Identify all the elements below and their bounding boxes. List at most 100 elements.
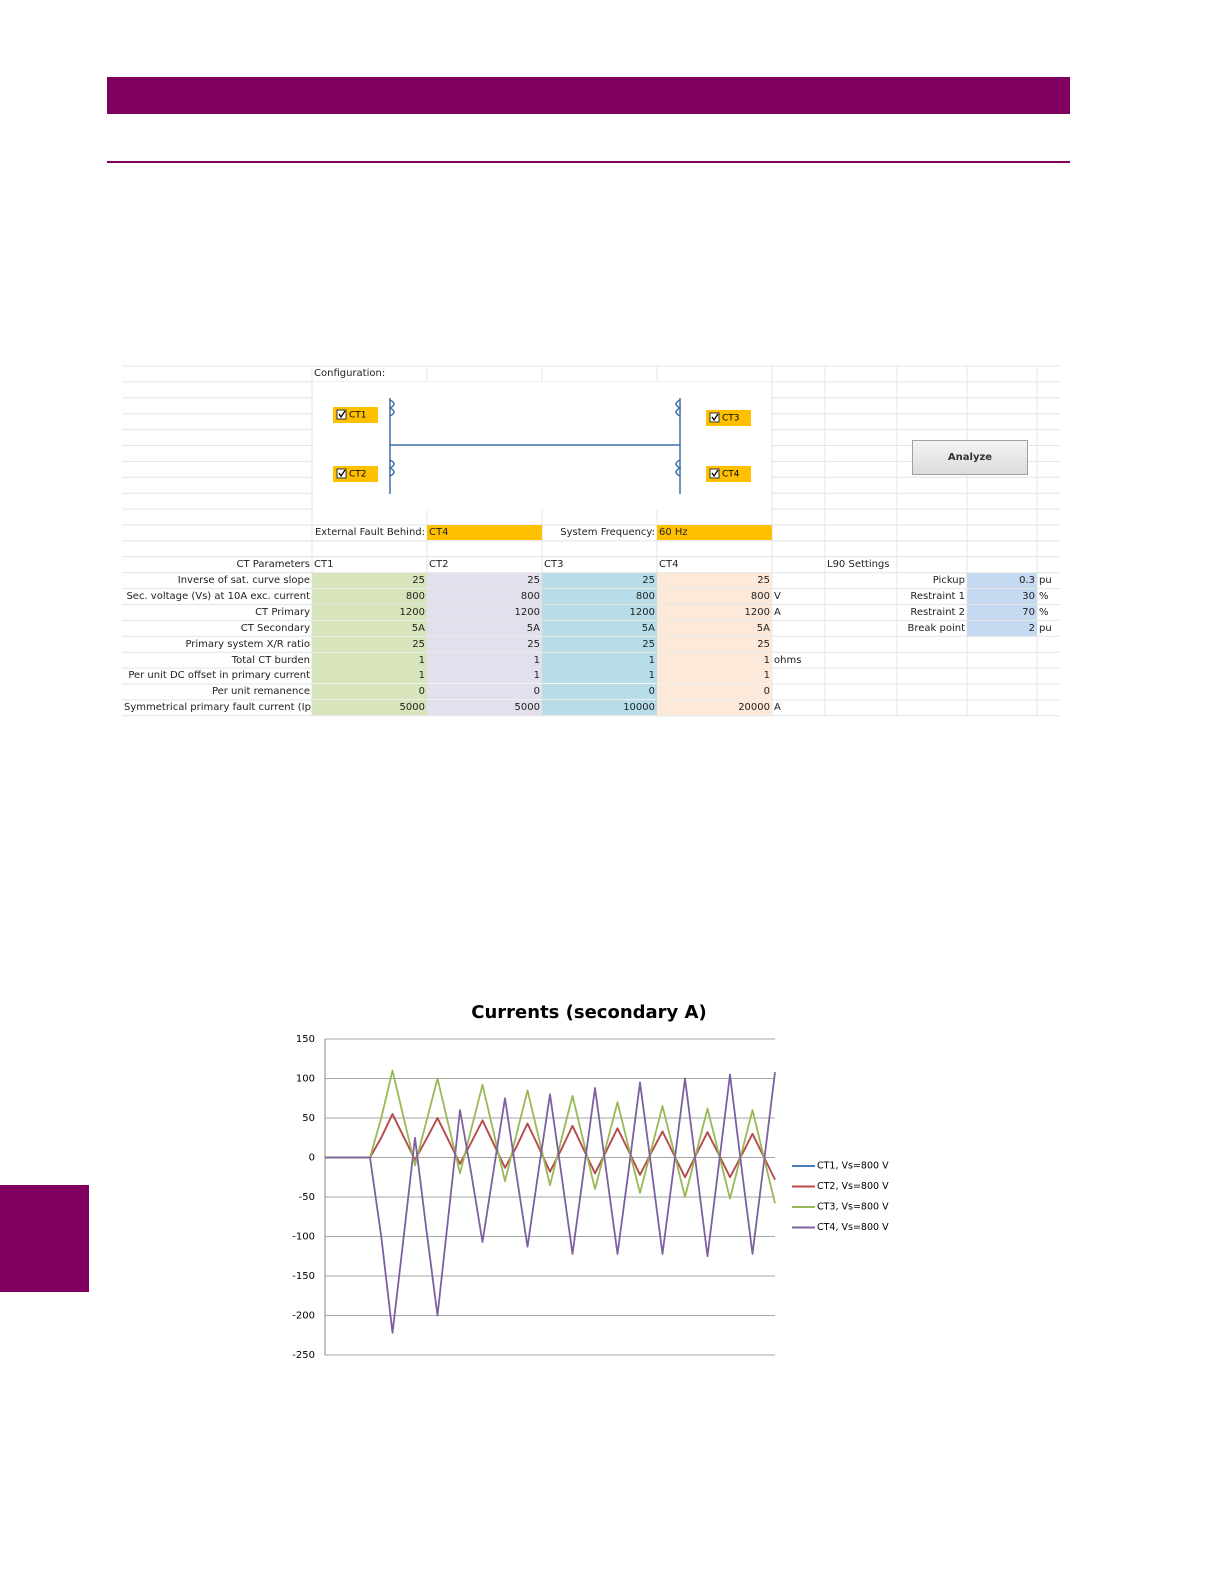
param-value: 1 xyxy=(312,652,427,668)
ct-coil xyxy=(388,399,395,417)
param-value: 0 xyxy=(542,684,657,700)
setting-value: 30 xyxy=(967,588,1037,604)
fault-label: External Fault Behind: xyxy=(314,527,425,538)
ct-checkbox-label: CT3 xyxy=(722,414,740,424)
param-label: Per unit remanence xyxy=(211,686,310,698)
check xyxy=(711,413,719,422)
column-header: CT4 xyxy=(659,559,679,570)
param-value: 25 xyxy=(657,573,772,588)
param-value: 0 xyxy=(657,684,772,700)
param-value: 1200 xyxy=(427,604,542,620)
analyze-button[interactable]: Analyze xyxy=(912,440,1028,475)
param-value: 25 xyxy=(542,573,657,588)
y-tick-label: -150 xyxy=(292,1271,315,1282)
setting-unit: % xyxy=(1039,590,1049,602)
param-label: CT Primary xyxy=(255,606,310,618)
y-tick-label: 50 xyxy=(302,1113,315,1124)
y-tick-label: -250 xyxy=(292,1350,315,1361)
check xyxy=(338,410,346,419)
ct-coil xyxy=(675,459,682,477)
param-label: CT Secondary xyxy=(240,622,310,634)
param-value: 1 xyxy=(427,668,542,684)
param-unit: V xyxy=(774,590,781,602)
y-tick-label: 0 xyxy=(309,1153,315,1164)
param-value: 25 xyxy=(312,636,427,652)
param-value: 25 xyxy=(427,636,542,652)
sheet-grid: CT1 CT2 CT3 CT4 xyxy=(122,365,1060,717)
param-value: 1 xyxy=(427,652,542,668)
setting-value: 70 xyxy=(967,604,1037,620)
side-tab xyxy=(0,1185,89,1292)
param-value: 25 xyxy=(312,573,427,588)
legend-label: CT2, Vs=800 V xyxy=(817,1181,889,1192)
param-value: 1 xyxy=(657,652,772,668)
header-rule xyxy=(107,161,1070,163)
ct-coil xyxy=(675,399,682,417)
param-value: 1 xyxy=(542,652,657,668)
legend-label: CT3, Vs=800 V xyxy=(817,1202,889,1213)
param-label: Symmetrical primary fault current (Ip) xyxy=(124,702,315,714)
check xyxy=(338,469,346,478)
legend-label: CT1, Vs=800 V xyxy=(817,1161,889,1172)
column-header: CT2 xyxy=(429,559,449,570)
fault-value: CT4 xyxy=(427,525,542,540)
param-value: 1 xyxy=(312,668,427,684)
y-tick-label: 150 xyxy=(296,1034,315,1045)
ct-checkbox-label: CT2 xyxy=(349,470,367,480)
setting-label: Pickup xyxy=(932,575,965,586)
freq-label: System Frequency: xyxy=(560,527,655,538)
param-value: 1200 xyxy=(542,604,657,620)
param-value: 25 xyxy=(542,636,657,652)
checkbox xyxy=(336,468,347,479)
checkbox xyxy=(709,412,720,423)
param-value: 1200 xyxy=(312,604,427,620)
setting-value: 0.3 xyxy=(967,573,1037,588)
param-value: 0 xyxy=(312,684,427,700)
setting-value: 2 xyxy=(967,620,1037,636)
param-value: 800 xyxy=(657,588,772,604)
param-unit: A xyxy=(774,606,781,618)
column-header: CT1 xyxy=(314,559,334,570)
param-unit: ohms xyxy=(774,654,802,666)
series-line xyxy=(325,1072,776,1334)
param-value: 800 xyxy=(312,588,427,604)
param-label: Per unit DC offset in primary current xyxy=(128,670,310,682)
param-value: 1 xyxy=(657,668,772,684)
param-value: 5000 xyxy=(427,700,542,716)
y-tick-label: -50 xyxy=(299,1192,315,1203)
check xyxy=(711,469,719,478)
y-tick-label: -100 xyxy=(292,1232,315,1243)
param-value: 10000 xyxy=(542,700,657,716)
setting-label: Restraint 1 xyxy=(910,590,965,602)
param-value: 5A xyxy=(657,620,772,636)
header-bar xyxy=(107,77,1070,114)
param-value: 800 xyxy=(542,588,657,604)
freq-value: 60 Hz xyxy=(657,525,772,540)
param-value: 5000 xyxy=(312,700,427,716)
param-label: Total CT burden xyxy=(231,654,310,666)
param-value: 25 xyxy=(657,636,772,652)
diagram-area xyxy=(313,382,771,510)
chart-title: Currents (secondary A) xyxy=(471,1002,706,1023)
checkbox xyxy=(709,468,720,479)
y-tick-label: -200 xyxy=(292,1311,315,1322)
column-header: CT3 xyxy=(544,559,564,570)
param-value: 5A xyxy=(427,620,542,636)
chart: Currents (secondary A) -250 -200 -150 -100 -… xyxy=(292,1002,889,1361)
param-value: 5A xyxy=(542,620,657,636)
param-label: Sec. voltage (Vs) at 10A exc. current xyxy=(126,590,310,602)
param-value: 5A xyxy=(312,620,427,636)
param-value: 25 xyxy=(427,573,542,588)
setting-unit: pu xyxy=(1039,622,1052,634)
legend-label: CT4, Vs=800 V xyxy=(817,1222,889,1233)
param-value: 1200 xyxy=(657,604,772,620)
series-line xyxy=(325,1069,776,1204)
checkbox xyxy=(336,409,347,420)
ct-coil xyxy=(388,459,395,477)
param-value: 20000 xyxy=(657,700,772,716)
y-tick-label: 100 xyxy=(296,1074,315,1085)
series-line xyxy=(325,1113,776,1181)
param-label: Primary system X/R ratio xyxy=(185,638,310,650)
param-value: 1 xyxy=(542,668,657,684)
